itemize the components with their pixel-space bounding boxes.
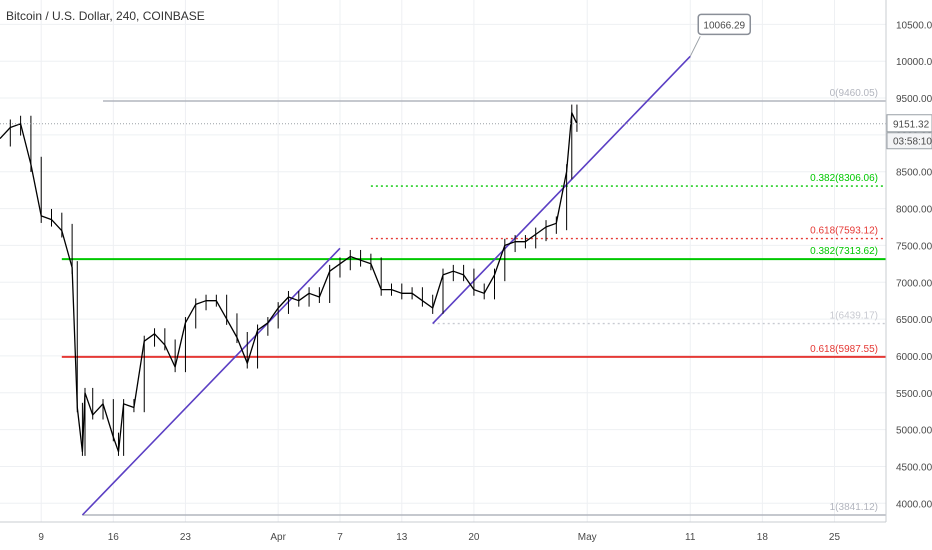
time-tick-label: 18 (757, 532, 769, 543)
callout-box[interactable] (697, 13, 752, 36)
time-tick-label: 20 (468, 532, 480, 543)
time-tick-label: 23 (180, 532, 192, 543)
callout-label: 10066.29 (703, 20, 745, 31)
price-tag-label: 9151.32 (893, 120, 930, 131)
price-tick-label: 10000.00 (896, 57, 932, 68)
price-tick-label: 6500.00 (896, 315, 932, 326)
price-tick-label: 5000.00 (896, 426, 932, 437)
trend-lines (81, 55, 691, 516)
time-tick-label: 9 (38, 532, 44, 543)
price-tick-label: 6000.00 (896, 352, 932, 363)
price-tick-label: 7500.00 (896, 241, 932, 252)
fib-level-label: 1(3841.12) (830, 502, 878, 513)
price-tags: 9151.32 03:58:10 (886, 114, 932, 150)
fib-level-label: 0.382(8306.06) (810, 173, 878, 184)
time-tick-label: 13 (396, 532, 408, 543)
price-tick-label: 4500.00 (896, 462, 932, 473)
time-tick-label: 7 (337, 532, 343, 543)
price-tick-label: 8000.00 (896, 205, 932, 216)
price-tick-label: 9500.00 (896, 94, 932, 105)
countdown-tag-box (886, 132, 932, 150)
price-axis: 4000.00 4500.00 5000.00 5500.00 6000.00 6500.… (885, 0, 932, 522)
fib-level-label: 0.382(7313.62) (810, 246, 878, 257)
callout-pointer (689, 36, 701, 57)
trend-line[interactable] (81, 247, 341, 516)
time-tick-label: Apr (270, 532, 286, 543)
fib-level-label: 0(9460.05) (830, 88, 878, 99)
callout: 10066.29 (689, 13, 752, 57)
time-tick-label: May (578, 532, 597, 543)
price-tick-label: 10500.00 (896, 20, 932, 31)
price-tick-label: 8500.00 (896, 168, 932, 179)
time-axis: 9 16 23 Apr 7 13 20 May 11 18 25 (0, 521, 886, 543)
price-tag-box (886, 114, 932, 133)
trend-line[interactable] (432, 55, 691, 325)
price-tick-label: 7000.00 (896, 278, 932, 289)
time-tick-label: 16 (108, 532, 120, 543)
time-tick-label: 25 (829, 532, 841, 543)
fib-level-label: 0.618(5987.55) (810, 344, 878, 355)
countdown-tag-label: 03:58:10 (893, 137, 932, 148)
fib-levels: 0(9460.05) 0.382(8306.06) 0.618(7593.12) 0.… (61, 88, 886, 516)
price-tick-label: 5500.00 (896, 389, 932, 400)
price-series (0, 104, 886, 456)
chart-title: Bitcoin / U.S. Dollar, 240, COINBASE (6, 9, 205, 23)
fib-level-label: 1(6439.17) (830, 311, 878, 322)
time-tick-label: 11 (685, 532, 696, 543)
fib-level-label: 0.618(7593.12) (810, 226, 878, 237)
price-tick-label: 4000.00 (896, 499, 932, 510)
